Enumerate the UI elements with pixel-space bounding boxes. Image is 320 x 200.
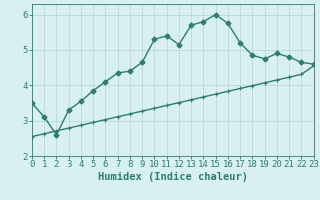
X-axis label: Humidex (Indice chaleur): Humidex (Indice chaleur) xyxy=(98,172,248,182)
